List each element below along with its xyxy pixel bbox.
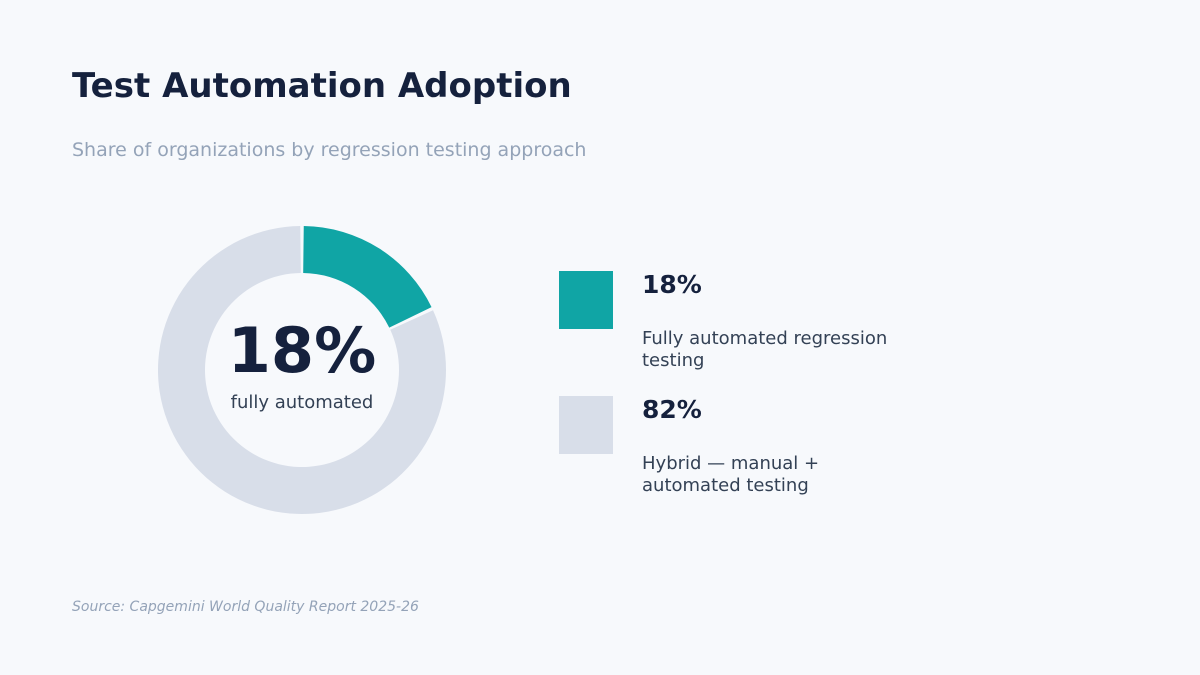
legend-label-automated: Fully automated regression testing (642, 328, 888, 371)
legend-item-hybrid: 82% Hybrid — manual + automated testing (558, 395, 918, 505)
legend-swatch-hybrid (559, 396, 613, 454)
legend-value-automated: 18% (642, 270, 702, 299)
source-note: Source: Capgemini World Quality Report 2… (72, 599, 419, 615)
center-label: fully automated (231, 392, 374, 413)
legend-value-hybrid: 82% (642, 395, 702, 424)
legend-label-hybrid: Hybrid — manual + automated testing (642, 453, 820, 496)
chart-title: Test Automation Adoption (72, 66, 572, 106)
legend-swatch-automated (559, 271, 613, 329)
donut-slice-automated (303, 226, 432, 328)
chart-subtitle: Share of organizations by regression tes… (72, 139, 587, 161)
donut-chart: 18% fully automated (158, 226, 447, 514)
legend-item-automated: 18% Fully automated regression testing (558, 270, 918, 380)
donut-slice-hybrid (158, 226, 447, 514)
center-value: 18% (228, 314, 376, 387)
donut-slices (158, 226, 447, 514)
